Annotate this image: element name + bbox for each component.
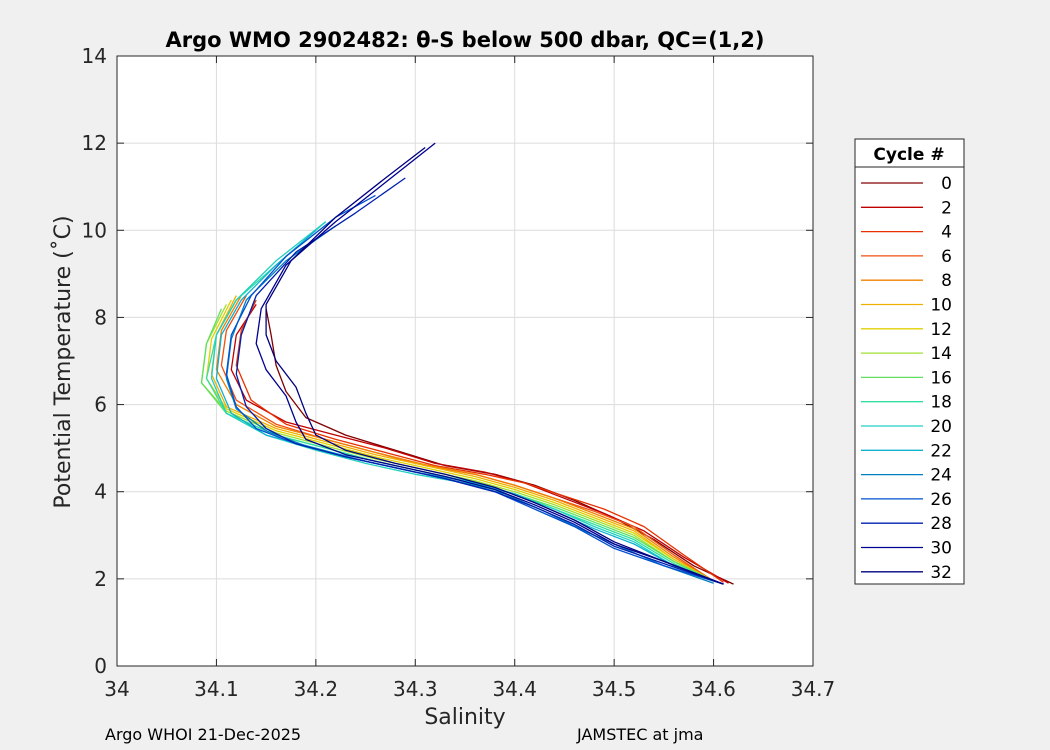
plot-frame <box>116 55 814 667</box>
series-line-cycle-10 <box>210 295 714 582</box>
y-tick-label: 2 <box>94 567 107 591</box>
y-tick-label: 0 <box>94 654 107 678</box>
x-tick-label: 34.5 <box>592 677 637 701</box>
grid <box>117 56 813 666</box>
x-tick-label: 34.2 <box>294 677 339 701</box>
series-line-cycle-30 <box>255 142 724 585</box>
y-tick-label: 12 <box>82 131 107 155</box>
legend-entry-label: 30 <box>930 539 952 559</box>
x-tick-label: 34.3 <box>393 677 438 701</box>
legend-entry-label: 10 <box>930 296 952 316</box>
x-tick-label: 34.4 <box>492 677 537 701</box>
legend-entry-label: 2 <box>941 198 952 218</box>
legend-entry-label: 6 <box>941 247 952 267</box>
x-axis-label: Salinity <box>424 705 505 730</box>
footer-left: Argo WHOI 21-Dec-2025 <box>105 725 302 744</box>
y-tick-label: 14 <box>82 44 107 68</box>
y-tick-label: 4 <box>94 480 107 504</box>
legend-entry-label: 16 <box>930 368 952 388</box>
series-line-cycle-32 <box>265 146 724 585</box>
legend-entry-label: 20 <box>930 417 952 437</box>
series-line-cycle-4 <box>235 299 724 583</box>
x-tick-label: 34.7 <box>791 677 836 701</box>
series-line-cycle-20 <box>210 221 714 582</box>
legend-entry-label: 12 <box>930 320 952 340</box>
legend-entry-label: 32 <box>930 563 952 583</box>
ticks: 34 34.1 34.2 34.3 34.4 34.5 34.6 34.7 0 2 4 6 8 10 12 1… <box>82 44 836 701</box>
footer-right: JAMSTEC at jma <box>577 725 704 744</box>
series-line-cycle-12 <box>205 299 714 582</box>
y-tick-label: 10 <box>82 218 107 242</box>
legend-entry-label: 14 <box>930 344 952 364</box>
legend-entry-label: 18 <box>930 393 952 413</box>
legend-title: Cycle # <box>873 145 944 165</box>
legend-entry-label: 8 <box>941 271 952 291</box>
y-tick-label: 8 <box>94 305 107 329</box>
x-tick-label: 34.6 <box>691 677 736 701</box>
chart-title: Argo WMO 2902482: θ-S below 500 dbar, QC… <box>166 28 765 52</box>
legend-entry-label: 28 <box>930 514 952 534</box>
series-line-cycle-8 <box>215 295 714 582</box>
y-tick-label: 6 <box>94 393 107 417</box>
y-axis-label: Potential Temperature (˚C) <box>51 215 76 508</box>
series-line-cycle-28 <box>235 177 724 585</box>
legend-entry-label: 0 <box>941 174 952 194</box>
x-tick-label: 34.1 <box>194 677 239 701</box>
x-tick-label: 34 <box>104 677 129 701</box>
legend-entry-label: 22 <box>930 441 952 461</box>
legend-entry-label: 4 <box>941 223 952 243</box>
series-layer <box>200 142 734 585</box>
legend-entry-label: 26 <box>930 490 952 510</box>
legend-box <box>854 138 965 585</box>
legend-entry-label: 24 <box>930 466 952 486</box>
